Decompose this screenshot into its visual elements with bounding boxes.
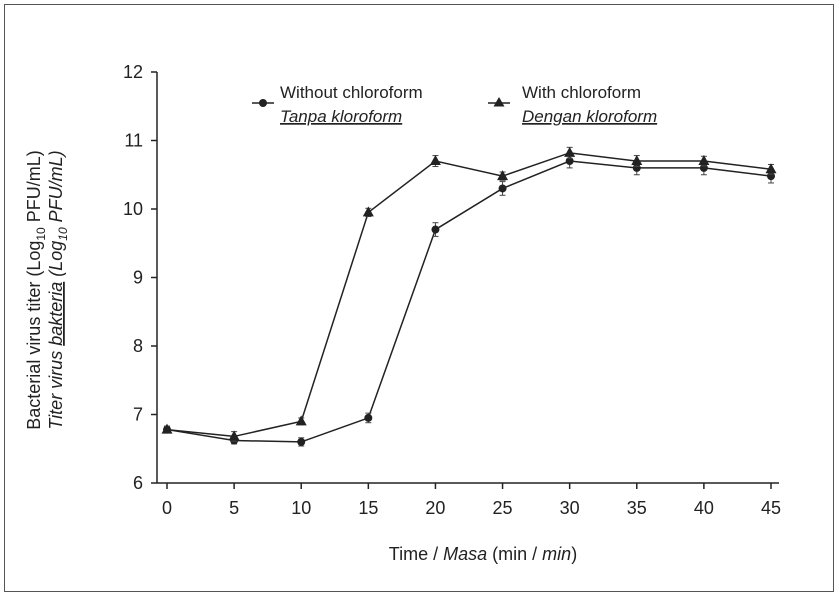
x-tick-label: 30 <box>560 498 580 518</box>
data-point-triangle <box>497 170 509 181</box>
x-tick-label: 25 <box>493 498 513 518</box>
y-tick-label: 9 <box>133 268 143 288</box>
x-ticks: 0 5 10 15 20 25 30 35 40 45 <box>162 483 781 518</box>
legend-label-without-alt: Tanpa kloroform <box>280 107 402 126</box>
y-axis-title-line1: Bacterial virus titer (Log10 PFU/mL) <box>24 150 48 429</box>
data-point-circle <box>632 163 641 172</box>
y-tick-label: 8 <box>133 336 143 356</box>
y-axis-title-line2: Titer virus bakteria (Log10 PFU/mL) <box>46 150 70 429</box>
legend-item-with-chloroform: With chloroform Dengan kloroform <box>488 83 657 126</box>
data-point-triangle <box>765 163 777 174</box>
data-point-triangle <box>698 155 710 166</box>
legend-label-with-alt: Dengan kloroform <box>522 107 657 126</box>
x-tick-label: 45 <box>761 498 781 518</box>
y-tick-label: 7 <box>133 405 143 425</box>
series-line <box>166 152 772 438</box>
x-tick-label: 35 <box>627 498 647 518</box>
data-point-triangle <box>564 146 576 157</box>
series-line <box>166 160 772 443</box>
data-point-triangle <box>228 430 240 441</box>
data-point-triangle <box>295 415 307 426</box>
data-point-circle <box>565 157 574 166</box>
x-tick-label: 20 <box>425 498 445 518</box>
x-axis-title: Time / Masa (min / min) <box>389 544 577 564</box>
x-tick-label: 0 <box>162 498 172 518</box>
y-ticks: 6 7 8 9 10 11 12 <box>123 62 157 493</box>
legend-label-with: With chloroform <box>522 83 641 102</box>
data-point-triangle <box>631 155 643 166</box>
data-point-triangle <box>429 155 441 166</box>
data-point-circle <box>297 437 306 446</box>
legend-marker-triangle <box>493 97 505 107</box>
data-point-triangle <box>362 206 374 217</box>
y-tick-label: 10 <box>123 199 143 219</box>
x-tick-label: 5 <box>229 498 239 518</box>
y-axis-title: Bacterial virus titer (Log10 PFU/mL) Tit… <box>24 150 70 429</box>
x-tick-label: 15 <box>358 498 378 518</box>
axes <box>156 72 779 484</box>
data-point-circle <box>364 413 373 422</box>
legend-item-without-chloroform: Without chloroform Tanpa kloroform <box>252 83 423 126</box>
series-with-chloroform <box>161 146 777 442</box>
y-tick-label: 6 <box>133 473 143 493</box>
series-without-chloroform <box>163 153 775 447</box>
legend: Without chloroform Tanpa kloroform With … <box>252 83 657 126</box>
y-tick-label: 12 <box>123 62 143 82</box>
legend-marker-circle <box>259 99 267 107</box>
data-point-circle <box>498 184 507 193</box>
y-tick-label: 11 <box>124 131 143 151</box>
legend-label-without: Without chloroform <box>280 83 423 102</box>
data-point-circle <box>431 225 440 234</box>
series-layer <box>161 146 777 447</box>
x-tick-label: 40 <box>694 498 714 518</box>
x-tick-label: 10 <box>291 498 311 518</box>
chart-frame <box>4 4 834 592</box>
data-point-triangle <box>161 423 173 434</box>
